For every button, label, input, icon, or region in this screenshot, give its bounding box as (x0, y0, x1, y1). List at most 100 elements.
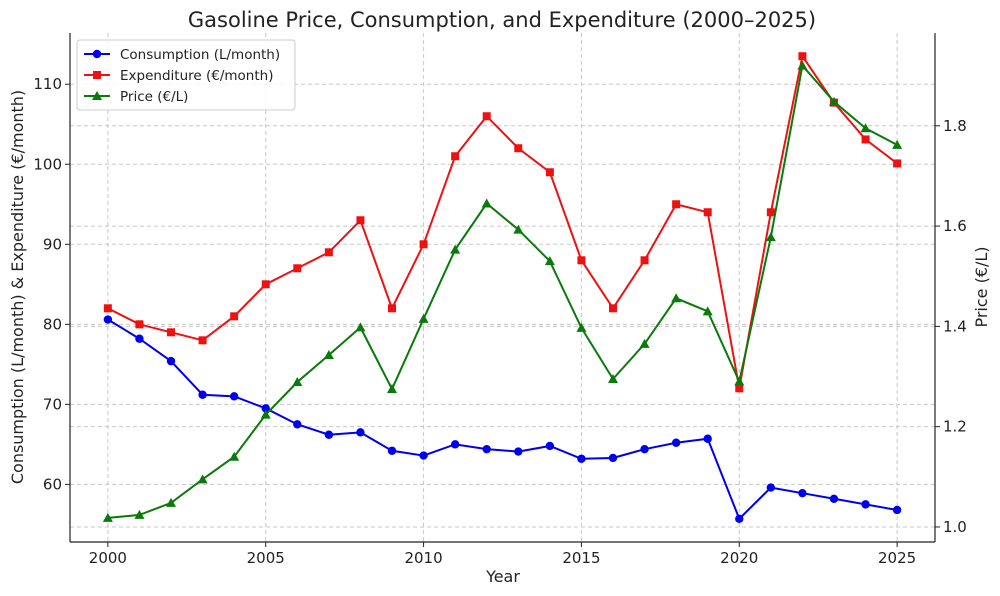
data-point (544, 256, 555, 266)
y-tick-label: 100 (33, 155, 62, 173)
data-point (829, 494, 839, 503)
data-point (798, 52, 807, 61)
x-axis-title: Year (485, 567, 520, 586)
data-point (261, 404, 270, 413)
y-tick-label: 70 (43, 395, 62, 413)
data-point (166, 356, 176, 366)
data-point (103, 315, 113, 324)
data-point (828, 96, 839, 106)
data-point (229, 392, 239, 401)
data-point (735, 514, 744, 523)
y-tick-label: 60 (43, 475, 62, 493)
data-point (450, 244, 461, 254)
data-point (324, 430, 334, 439)
data-point (797, 60, 808, 70)
data-point (450, 440, 460, 449)
data-point (640, 256, 649, 265)
data-point (135, 320, 144, 329)
legend-item: Price (€/L) (84, 89, 188, 105)
data-point (482, 112, 491, 121)
data-point (892, 505, 902, 515)
data-point (418, 313, 429, 323)
data-point (293, 264, 302, 273)
chart-title: Gasoline Price, Consumption, and Expendi… (188, 8, 816, 32)
data-point (545, 441, 555, 451)
data-point (766, 483, 776, 492)
legend-item: Consumption (L/month) (84, 47, 280, 63)
legend-box (76, 39, 296, 111)
legend-label: Consumption (L/month) (120, 47, 280, 63)
y2-tick-label: 1.8 (943, 117, 967, 135)
legend-label: Expenditure (€/month) (120, 68, 273, 84)
x-tick-label: 2005 (247, 549, 285, 567)
data-point (892, 139, 903, 149)
y-axis-title: Consumption (L/month) & Expenditure (€/m… (8, 90, 27, 484)
data-point (734, 376, 745, 386)
legend-marker (92, 91, 102, 100)
axes-layer: 2000 2005 2010 2015 2020 2025 60 70 80 90 100 110 1.… (33, 33, 967, 567)
data-point (608, 304, 617, 313)
data-point (514, 447, 523, 456)
data-point (481, 198, 492, 208)
data-point (198, 390, 207, 399)
data-point (765, 232, 776, 242)
data-point (671, 293, 682, 303)
data-point (861, 135, 870, 144)
legend-label: Price (€/L) (120, 89, 188, 105)
y-tick-label: 80 (43, 315, 62, 333)
data-point (451, 152, 460, 161)
data-point (261, 280, 270, 289)
data-point (167, 328, 176, 337)
data-point (293, 420, 302, 429)
data-point (514, 144, 523, 153)
data-point (766, 208, 775, 217)
data-point (260, 409, 271, 419)
data-point (798, 488, 807, 498)
series-expenditure (103, 52, 902, 393)
data-point (323, 349, 334, 359)
legend: Consumption (L/month) Expenditure (€/mont… (76, 39, 296, 111)
legend-item: Expenditure (€/month) (84, 68, 273, 84)
data-point (103, 304, 112, 313)
data-point (545, 168, 554, 177)
data-point (640, 444, 649, 454)
data-point (197, 474, 208, 484)
data-point (102, 512, 113, 522)
data-point (355, 322, 366, 332)
series-layer (102, 52, 903, 523)
series-line (107, 318, 898, 521)
data-point (893, 159, 902, 168)
x-tick-label: 2025 (878, 549, 916, 567)
data-point (577, 256, 586, 265)
data-point (356, 428, 365, 437)
data-point (166, 497, 177, 507)
data-point (324, 248, 333, 257)
data-point (608, 453, 618, 463)
data-point (577, 454, 586, 463)
y2-tick-label: 1.0 (943, 518, 967, 536)
series-line (107, 53, 898, 389)
series-consumption (103, 315, 902, 523)
series-price (102, 60, 903, 522)
data-point (513, 224, 524, 234)
data-point (703, 434, 712, 443)
data-point (388, 304, 397, 313)
x-tick-label: 2000 (89, 549, 127, 567)
data-point (356, 216, 365, 225)
data-point (134, 509, 145, 519)
x-tick-label: 2015 (562, 549, 600, 567)
legend-marker (92, 49, 102, 59)
y2-tick-label: 1.2 (943, 418, 967, 436)
data-point (198, 336, 207, 345)
data-point (230, 312, 239, 321)
data-point (419, 240, 428, 249)
y-tick-label: 110 (33, 75, 62, 93)
data-point (735, 384, 744, 393)
x-tick-label: 2010 (404, 549, 442, 567)
data-point (861, 500, 870, 509)
data-point (703, 208, 712, 217)
y2-axis-title: Price (€/L) (972, 246, 991, 327)
data-point (607, 374, 618, 384)
